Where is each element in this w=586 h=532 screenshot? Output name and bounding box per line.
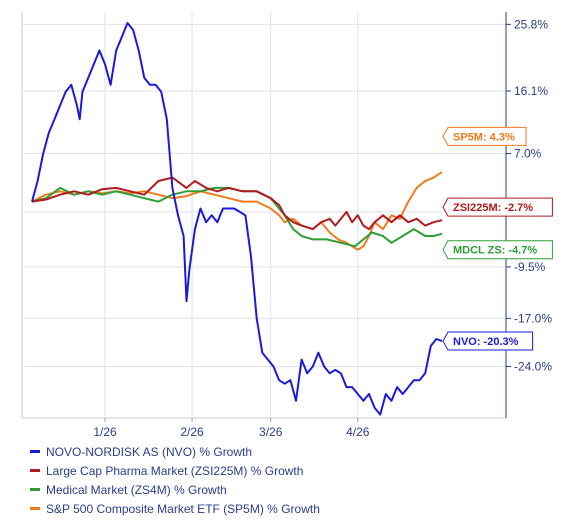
end-label-3: SP5M: 4.3% [442,126,527,146]
legend-item-zsi225m: Large Cap Pharma Market (ZSI225M) % Grow… [30,461,430,480]
x-tick-label: 4/26 [346,425,370,439]
legend-label: S&P 500 Composite Market ETF (SP5M) % Gr… [46,501,320,516]
legend-swatch [30,469,40,472]
end-label-text: ZSI225M: -2.7% [453,202,533,214]
end-label-box [442,240,553,260]
legend-swatch [30,450,40,453]
legend-label: NOVO-NORDISK AS (NVO) % Growth [46,444,253,459]
legend-item-sp5m: S&P 500 Composite Market ETF (SP5M) % Gr… [30,499,430,518]
y-tick-label: 25.8% [514,17,548,31]
y-tick-label: -17.0% [514,311,552,325]
legend-label: Large Cap Pharma Market (ZSI225M) % Grow… [46,463,304,478]
end-label-box [442,126,527,146]
x-axis: 1/26 2/26 3/26 4/26 [93,418,370,439]
end-labels: NVO: -20.3% SP5M: 4.3% ZSI225M: -2.7% MDCL … [442,126,553,351]
legend: NOVO-NORDISK AS (NVO) % Growth Large Cap… [30,442,430,518]
legend-swatch [30,507,40,510]
y-tick-label: -24.0% [514,359,552,373]
legend-item-zs4m: Medical Market (ZS4M) % Growth [30,480,430,499]
grid [21,12,506,419]
y-tick-label: -9.5% [514,260,546,274]
legend-label: Medical Market (ZS4M) % Growth [46,482,227,497]
end-label-box [442,331,534,351]
end-label-box [442,197,553,217]
end-label-text: SP5M: 4.3% [453,131,515,143]
series-line-0 [31,22,443,416]
end-label-text: NVO: -20.3% [453,336,519,348]
legend-item-nvo: NOVO-NORDISK AS (NVO) % Growth [30,442,430,461]
x-tick-label: 1/26 [93,425,117,439]
series-line-1 [31,176,443,231]
y-tick-label: 7.0% [514,147,542,161]
end-label-text: MDCL ZS: -4.7% [453,245,537,257]
end-label-2: MDCL ZS: -4.7% [442,240,553,260]
y-tick-label: 16.1% [514,84,548,98]
end-label-1: ZSI225M: -2.7% [442,197,553,217]
x-tick-label: 3/26 [259,425,283,439]
legend-swatch [30,488,40,491]
end-label-0: NVO: -20.3% [442,331,534,351]
x-tick-label: 2/26 [180,425,204,439]
series-lines [31,22,443,416]
